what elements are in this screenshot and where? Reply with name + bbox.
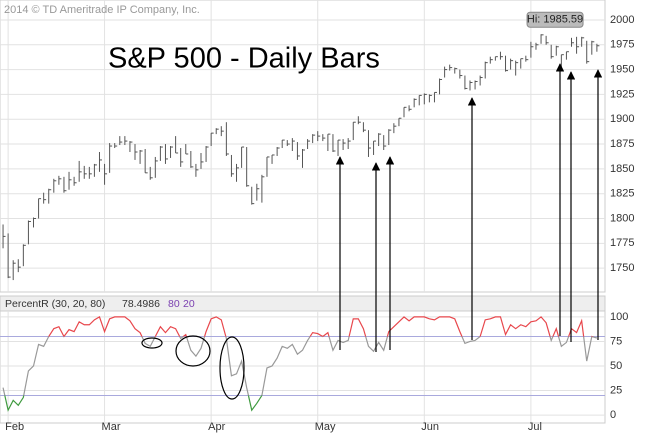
hi-label: Hi: 1985.59 [527,14,583,26]
indicator-value: 78.4986 [122,298,160,310]
x-tick-label: Feb [5,421,24,433]
y-tick-label: 50 [610,360,622,372]
y-tick-label: 100 [610,311,628,323]
y-tick-label: 1800 [610,212,634,224]
y-tick-label: 1850 [610,163,634,175]
y-tick-label: 1925 [610,88,634,100]
y-tick-label: 25 [610,384,622,396]
x-tick-label: May [315,421,336,433]
chart-title: S&P 500 - Daily Bars [108,43,380,75]
y-tick-label: 75 [610,335,622,347]
indicator-title: PercentR (30, 20, 80) [5,298,105,310]
y-tick-label: 1950 [610,63,634,75]
y-tick-label: 1750 [610,262,634,274]
y-tick-label: 1975 [610,39,634,51]
y-tick-label: 1900 [610,113,634,125]
hi-label-box [526,11,584,28]
upper-threshold: 80 [168,298,180,310]
x-tick-label: Jun [421,421,439,433]
copyright: 2014 © TD Ameritrade IP Company, Inc. [4,4,200,16]
y-tick-label: 1875 [610,138,634,150]
x-tick-label: Jul [528,421,542,433]
y-tick-label: 2000 [610,14,634,26]
y-tick-label: 1825 [610,188,634,200]
circle-annotation [219,336,245,400]
y-tick-label: 1775 [610,237,634,249]
y-tick-label: 0 [610,409,616,421]
circle-annotation [175,335,211,367]
x-tick-label: Mar [102,421,121,433]
annotations [141,63,603,400]
percentr-line [2,316,598,412]
x-tick-label: Apr [208,421,225,433]
lower-threshold: 20 [183,298,195,310]
circle-annotation [141,337,163,349]
